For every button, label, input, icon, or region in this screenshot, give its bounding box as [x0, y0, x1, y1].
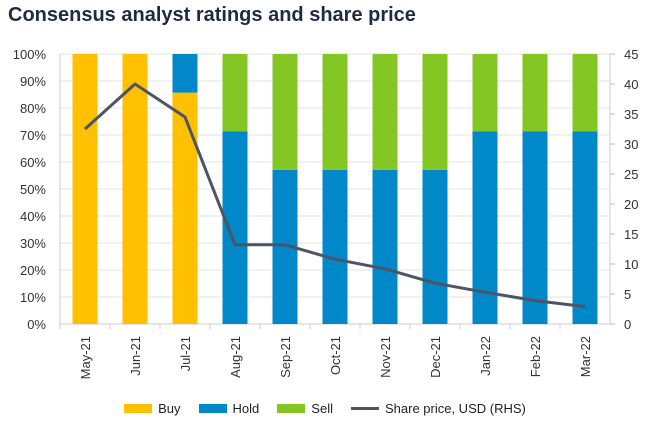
left-tick-label: 70%	[20, 128, 46, 143]
legend-item-hold: Hold	[198, 401, 260, 416]
x-tick-label: Jun-21	[128, 336, 143, 376]
bar-sell	[322, 54, 348, 170]
bar-buy	[172, 92, 198, 324]
left-tick-label: 0%	[27, 317, 46, 332]
legend-label: Sell	[311, 401, 333, 416]
bar-hold	[222, 131, 248, 324]
x-tick-label: Nov-21	[378, 336, 393, 378]
left-tick-label: 90%	[20, 74, 46, 89]
legend-line	[350, 407, 379, 410]
bar-sell	[522, 54, 548, 132]
bar-hold	[572, 131, 598, 324]
x-tick-label: Dec-21	[428, 336, 443, 378]
chart-title: Consensus analyst ratings and share pric…	[8, 4, 416, 26]
right-tick-label: 30	[624, 137, 638, 152]
right-tick-label: 20	[624, 197, 638, 212]
right-tick-label: 45	[624, 47, 638, 62]
left-tick-label: 10%	[20, 290, 46, 305]
left-tick-label: 80%	[20, 101, 46, 116]
x-tick-label: Jan-22	[478, 336, 493, 376]
x-tick-label: Aug-21	[228, 336, 243, 378]
bar-hold	[372, 169, 398, 324]
legend-label: Hold	[232, 401, 260, 416]
x-tick-label: Oct-21	[328, 336, 343, 375]
legend-label: Buy	[158, 401, 181, 416]
bar-sell	[572, 54, 598, 132]
bar-buy	[72, 54, 98, 324]
left-tick-label: 30%	[20, 236, 46, 251]
right-tick-label: 0	[624, 317, 631, 332]
left-tick-label: 50%	[20, 182, 46, 197]
legend-label: Share price, USD (RHS)	[384, 401, 526, 416]
legend-item-sell: Sell	[277, 401, 333, 416]
bar-hold	[322, 169, 348, 324]
left-tick-label: 20%	[20, 263, 46, 278]
right-tick-label: 10	[624, 257, 638, 272]
legend-swatch	[277, 404, 306, 413]
bar-sell	[222, 54, 248, 132]
bar-buy	[122, 54, 148, 324]
x-tick-label: Mar-22	[578, 336, 593, 377]
legend-swatch	[198, 404, 227, 413]
share-price-line	[83, 82, 586, 309]
legend-item-share-price: Share price, USD (RHS)	[350, 401, 526, 416]
chart-area: 0% 10% 20% 30% 40% 50% 60% 70% 80% 90% 100% 0 5 10 15 2…	[13, 47, 639, 379]
bar-hold	[522, 131, 548, 324]
left-tick-label: 100%	[13, 47, 47, 62]
right-tick-label: 35	[624, 107, 638, 122]
left-tick-label: 40%	[20, 209, 46, 224]
bar-sell	[372, 54, 398, 170]
left-tick-label: 60%	[20, 155, 46, 170]
right-tick-label: 40	[624, 77, 638, 92]
legend: Buy Hold Sell Share price, USD (RHS)	[0, 401, 650, 416]
x-tick-label: Sep-21	[278, 336, 293, 378]
bar-sell	[272, 54, 298, 170]
right-tick-label: 15	[624, 227, 638, 242]
x-tick-label: May-21	[78, 336, 93, 379]
bar-sell	[472, 54, 498, 132]
bar-hold	[422, 169, 448, 324]
right-tick-label: 25	[624, 167, 638, 182]
bar-sell	[422, 54, 448, 170]
right-tick-label: 5	[624, 287, 631, 302]
x-tick-label: Jul-21	[178, 336, 193, 371]
x-tick-label: Feb-22	[528, 336, 543, 377]
bar-hold	[172, 54, 198, 93]
legend-swatch	[124, 404, 153, 413]
legend-item-buy: Buy	[124, 401, 181, 416]
